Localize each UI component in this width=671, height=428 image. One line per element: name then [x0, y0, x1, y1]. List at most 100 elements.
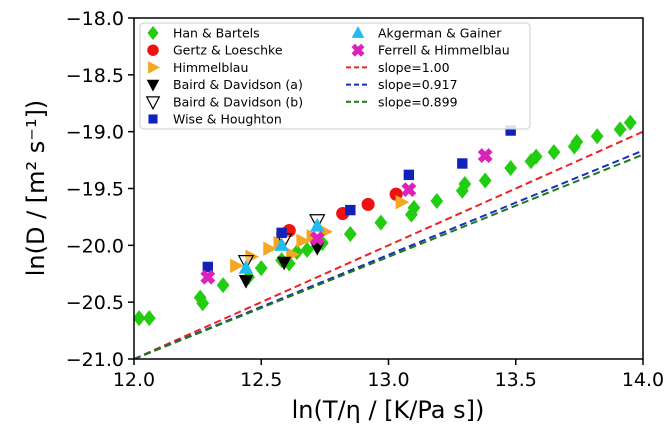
y-tick-label: −19.0: [66, 122, 124, 144]
legend-entry: Himmelblau: [148, 60, 248, 75]
data-point: [282, 255, 296, 272]
legend-entry: Baird & Davidson (b): [145, 94, 303, 111]
x-tick-label: 13.0: [367, 369, 409, 391]
series-5: [202, 125, 516, 273]
data-point: [193, 289, 207, 306]
series-7: [200, 148, 493, 285]
legend-label: Ferrell & Himmelblau: [378, 43, 510, 58]
data-point: [529, 148, 543, 165]
data-point: [570, 133, 584, 150]
legend-label: Himmelblau: [173, 60, 248, 75]
x-axis-label: ln(T/η / [K/Pa s]): [292, 396, 485, 424]
data-point: [142, 310, 156, 327]
legend-marker: [145, 96, 161, 111]
x-tick-label: 14.0: [622, 369, 664, 391]
data-point: [309, 231, 325, 246]
legend-entry: Baird & Davidson (a): [146, 77, 303, 92]
x-tick-label: 12.0: [113, 369, 155, 391]
y-tick-label: −20.0: [66, 235, 124, 257]
legend-entry: slope=1.00: [346, 60, 450, 75]
y-axis-label: ln(D / [m² s⁻¹]): [22, 100, 50, 277]
reference-lines: [134, 130, 643, 359]
data-point: [290, 244, 304, 261]
data-point: [590, 128, 604, 145]
legend-entry: Han & Bartels: [147, 26, 260, 41]
series-6: [238, 218, 325, 274]
legend-marker: [148, 114, 158, 124]
data-point: [134, 310, 146, 327]
data-point: [505, 125, 516, 136]
data-point: [196, 295, 210, 312]
data-point: [276, 256, 292, 271]
legend-label: Han & Bartels: [173, 26, 260, 41]
data-point: [345, 204, 356, 216]
legend-label: slope=1.00: [378, 60, 450, 75]
legend-marker: [146, 79, 160, 92]
legend-marker: [351, 26, 365, 38]
legend-entry: slope=0.899: [346, 94, 458, 109]
legend-label: Baird & Davidson (b): [173, 94, 303, 109]
data-point: [230, 258, 244, 273]
data-point: [343, 225, 357, 242]
x-tick-label: 13.5: [495, 369, 537, 391]
legend-frame: [139, 22, 531, 130]
data-point: [310, 218, 325, 232]
data-point: [403, 169, 415, 181]
legend-entry: Gertz & Loeschke: [147, 43, 283, 58]
legend-label: Wise & Houghton: [173, 112, 282, 127]
data-point: [407, 199, 421, 216]
reference-line-0: [134, 130, 643, 359]
x-marker-stroke: [351, 43, 365, 57]
data-point: [254, 260, 268, 277]
legend-entry: Wise & Houghton: [148, 112, 282, 127]
y-tick-label: −18.0: [66, 8, 124, 30]
data-point: [477, 148, 493, 163]
x-marker-stroke: [200, 269, 216, 285]
x-axis: 12.0 12.5 13.0 13.5 14.0: [113, 359, 664, 391]
data-point: [202, 261, 214, 273]
legend-entry: Ferrell & Himmelblau: [351, 43, 510, 58]
data-point: [613, 121, 627, 138]
data-point: [547, 144, 561, 161]
data-point: [374, 214, 388, 231]
x-marker-stroke: [309, 231, 325, 246]
legend-entry: Akgerman & Gainer: [351, 26, 502, 41]
data-point: [457, 158, 468, 169]
data-point: [430, 193, 444, 210]
data-points: [134, 114, 637, 327]
data-point: [274, 237, 289, 251]
x-marker-stroke: [401, 182, 417, 198]
legend-entry: slope=0.917: [346, 77, 458, 92]
data-point: [401, 182, 417, 198]
y-tick-label: −21.0: [66, 349, 124, 371]
reference-line-2: [134, 153, 643, 359]
data-point: [296, 233, 310, 248]
data-point: [458, 175, 472, 192]
data-point: [623, 114, 637, 131]
y-tick-label: −20.5: [66, 292, 124, 314]
data-point: [238, 274, 254, 289]
legend: Han & Bartels Gertz & Loeschke Himmelblau B…: [139, 22, 531, 130]
x-tick-label: 12.5: [240, 369, 282, 391]
data-point: [276, 227, 287, 239]
series-1: [282, 187, 403, 238]
legend-label: slope=0.917: [378, 77, 458, 92]
data-point: [263, 241, 277, 256]
data-point: [238, 260, 254, 274]
data-point: [361, 197, 375, 211]
data-point: [478, 172, 492, 189]
data-point: [200, 269, 216, 285]
legend-label: Akgerman & Gainer: [378, 26, 502, 41]
legend-marker: [147, 26, 159, 40]
data-point: [300, 241, 314, 258]
legend-label: slope=0.899: [378, 94, 458, 109]
y-axis: −21.0 −20.5 −20.0 −19.5 −19.0 −18.5 −18.0: [66, 8, 134, 371]
legend-label: Baird & Davidson (a): [173, 77, 303, 92]
legend-marker: [147, 44, 159, 56]
data-point: [504, 160, 518, 177]
y-tick-label: −19.5: [66, 179, 124, 201]
data-point: [216, 277, 230, 294]
x-marker-stroke: [477, 148, 493, 163]
legend-marker: [148, 61, 160, 74]
